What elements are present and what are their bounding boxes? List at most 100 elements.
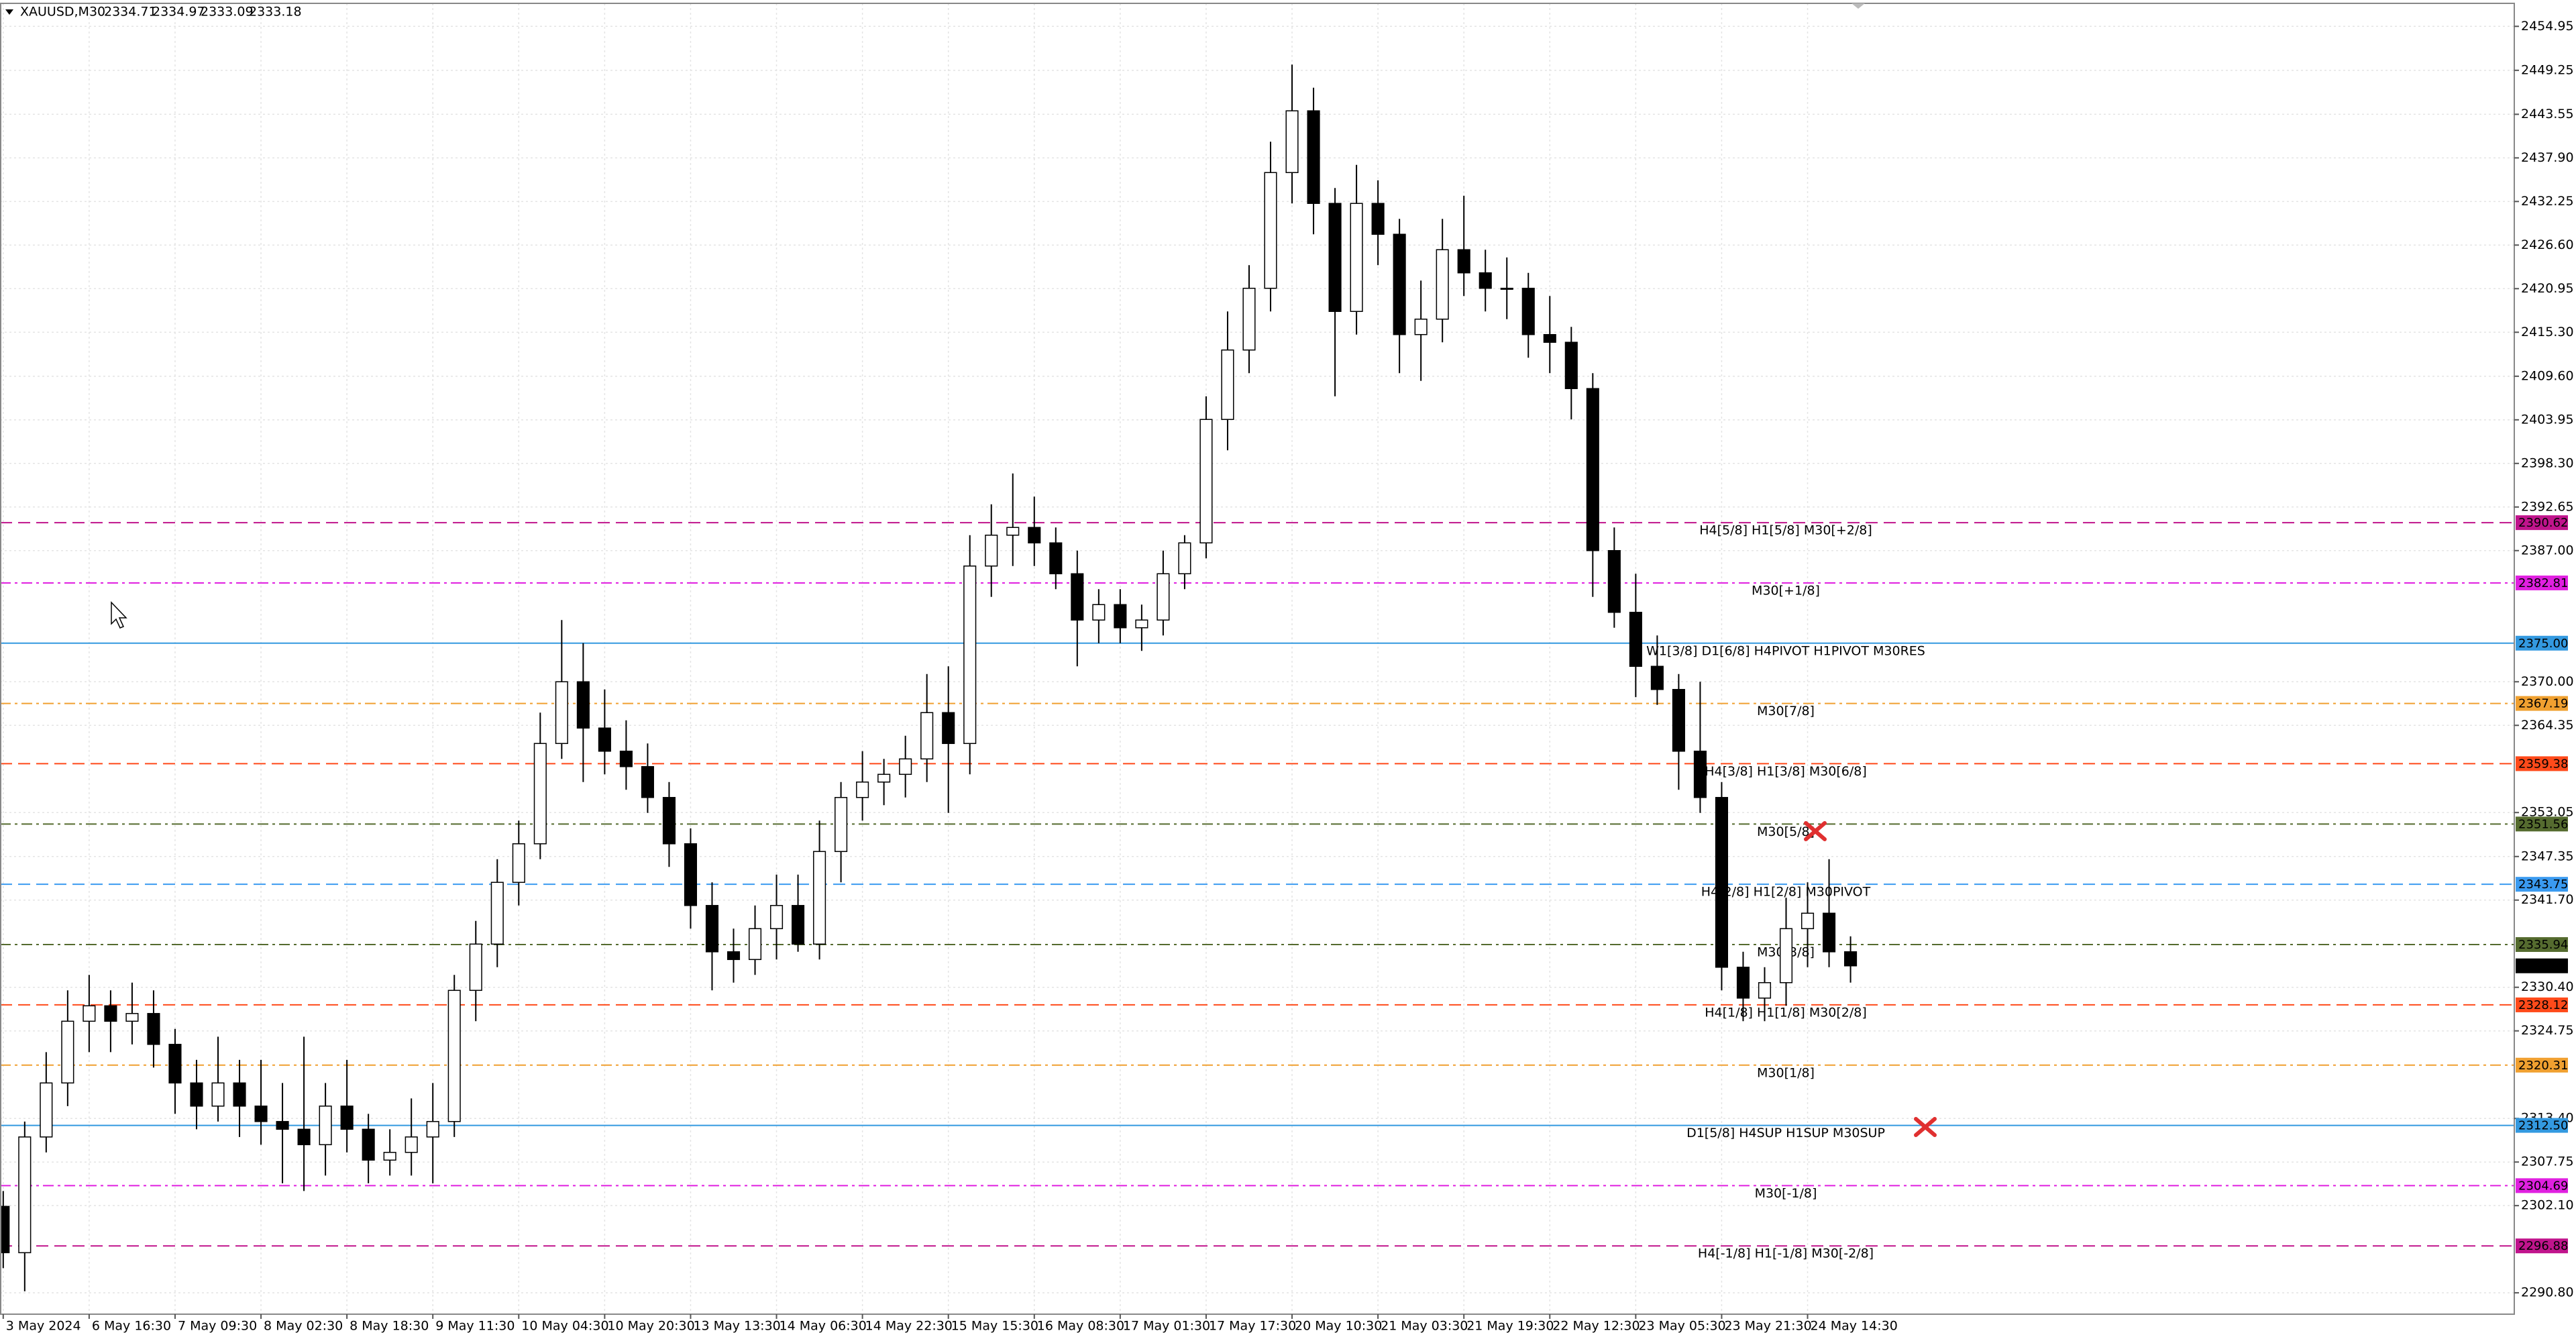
y-tick-label: 2302.10 bbox=[2521, 1198, 2574, 1213]
candle-body bbox=[533, 743, 547, 845]
menu-arrow[interactable] bbox=[5, 9, 13, 15]
y-tick-label: 2443.55 bbox=[2521, 107, 2574, 121]
candle-body bbox=[792, 905, 805, 945]
candle-body bbox=[211, 1082, 225, 1107]
bid-tag-label: 2333.18 bbox=[2518, 959, 2568, 973]
candle-body bbox=[1758, 982, 1772, 999]
price-tag bbox=[2516, 515, 2568, 531]
y-tick-label: 2432.25 bbox=[2521, 194, 2574, 209]
x-tick-label: 17 May 17:30 bbox=[1209, 1319, 1296, 1334]
candle-body bbox=[340, 1106, 354, 1130]
x-tick-label: 3 May 2024 bbox=[6, 1319, 81, 1334]
candle-body bbox=[1092, 604, 1106, 621]
y-tick-label: 2415.30 bbox=[2521, 325, 2574, 339]
x-tick-label: 6 May 16:30 bbox=[92, 1319, 171, 1334]
level-label: H4[-1/8] H1[-1/8] M30[-2/8] bbox=[1698, 1246, 1874, 1261]
price-tag-label: 2296.88 bbox=[2518, 1239, 2568, 1253]
symbol: XAUUSD,M30 bbox=[20, 5, 105, 19]
candle-body bbox=[405, 1136, 418, 1153]
x-tick-label: 8 May 02:30 bbox=[264, 1319, 343, 1334]
plot-frame bbox=[0, 3, 2515, 1315]
level-label: H4[1/8] H1[1/8] M30[2/8] bbox=[1705, 1005, 1867, 1020]
candle-body bbox=[1049, 542, 1063, 575]
candle-body bbox=[942, 712, 955, 745]
candle-body bbox=[1393, 233, 1406, 335]
candle-body bbox=[61, 1020, 74, 1084]
candle-body bbox=[1371, 203, 1385, 235]
candle-body bbox=[168, 1044, 182, 1084]
price-tag bbox=[2516, 635, 2568, 651]
candle-body bbox=[813, 851, 826, 945]
x-tick-label: 14 May 06:30 bbox=[780, 1319, 867, 1334]
x-tick-label: 24 May 14:30 bbox=[1811, 1319, 1898, 1334]
candle-body bbox=[963, 566, 977, 745]
candle-body bbox=[1350, 203, 1363, 312]
candle-body bbox=[1479, 272, 1492, 289]
x-tick-label: 16 May 08:30 bbox=[1037, 1319, 1124, 1334]
candle-body bbox=[1135, 619, 1148, 629]
x-tick-label: 7 May 09:30 bbox=[178, 1319, 257, 1334]
candle-body bbox=[1221, 349, 1234, 420]
candle-body bbox=[83, 1005, 96, 1022]
candle-body bbox=[147, 1013, 160, 1045]
price-tag bbox=[2516, 1178, 2568, 1193]
y-tick-label: 2426.60 bbox=[2521, 237, 2574, 252]
candle-body bbox=[1715, 797, 1728, 968]
candle-body bbox=[1779, 928, 1793, 983]
price-tag bbox=[2516, 1057, 2568, 1073]
candle-body bbox=[1328, 203, 1342, 312]
price-tag-label: 2351.56 bbox=[2518, 817, 2568, 831]
price-tag-label: 2367.19 bbox=[2518, 697, 2568, 711]
axis: 2454.95 2449.25 2443.55 2437.90 2432.25 2426.… bbox=[2, 19, 2574, 1334]
ohlc-high: 2334.97 bbox=[152, 5, 205, 19]
candle-body bbox=[125, 1013, 139, 1022]
y-tick-label: 2330.40 bbox=[2521, 979, 2574, 994]
candle-body bbox=[1564, 341, 1578, 389]
level-label: H4[2/8] H1[2/8] M30PIVOT bbox=[1701, 885, 1871, 900]
candle-body bbox=[835, 797, 848, 853]
price-tag-label: 2343.75 bbox=[2518, 877, 2568, 892]
x-tick-label: 9 May 11:30 bbox=[435, 1319, 515, 1334]
candle-body bbox=[40, 1082, 53, 1138]
candles bbox=[0, 64, 1858, 1291]
candle-body bbox=[104, 1005, 117, 1022]
ohlc-low: 2333.09 bbox=[201, 5, 254, 19]
candle-body bbox=[254, 1106, 268, 1122]
ohlc-open: 2334.71 bbox=[104, 5, 157, 19]
candle-body bbox=[1028, 527, 1041, 544]
price-tag-label: 2359.38 bbox=[2518, 757, 2568, 771]
candle-body bbox=[727, 951, 741, 961]
candle-body bbox=[1285, 110, 1299, 173]
y-tick-label: 2449.25 bbox=[2521, 62, 2574, 77]
y-tick-label: 2364.35 bbox=[2521, 718, 2574, 733]
candle-body bbox=[1672, 689, 1685, 752]
candle-body bbox=[1264, 172, 1277, 289]
price-tag-label: 2328.12 bbox=[2518, 998, 2568, 1012]
x-tick-label: 13 May 13:30 bbox=[693, 1319, 780, 1334]
x-tick-label: 22 May 12:30 bbox=[1552, 1319, 1640, 1334]
candle-body bbox=[662, 797, 676, 845]
y-tick-label: 2454.95 bbox=[2521, 19, 2574, 34]
candle-body bbox=[1650, 665, 1664, 690]
price-tag-label: 2375.00 bbox=[2518, 637, 2568, 651]
bid-tag bbox=[2516, 958, 2568, 973]
price-tag-label: 2390.62 bbox=[2518, 516, 2568, 530]
candle-body bbox=[1629, 612, 1642, 667]
header: XAUUSD,M30 2334.71 2334.97 2333.09 2333.… bbox=[5, 5, 302, 19]
candle-body bbox=[0, 1206, 10, 1254]
cross-marker bbox=[1914, 1117, 1937, 1137]
candle-body bbox=[920, 712, 934, 760]
level-label: M30[+1/8] bbox=[1752, 583, 1820, 598]
price-tag bbox=[2516, 936, 2568, 952]
ohlc-close: 2333.18 bbox=[249, 5, 302, 19]
y-tick-label: 2403.95 bbox=[2521, 412, 2574, 427]
candle-body bbox=[233, 1082, 246, 1107]
x-tick-label: 20 May 10:30 bbox=[1295, 1319, 1382, 1334]
y-tick-label: 2307.75 bbox=[2521, 1155, 2574, 1169]
candle-body bbox=[447, 989, 461, 1122]
y-tick-label: 2347.35 bbox=[2521, 849, 2574, 863]
shift-marker[interactable] bbox=[1851, 3, 1865, 9]
y-tick-label: 2353.05 bbox=[2521, 805, 2574, 820]
candle-body bbox=[319, 1106, 332, 1146]
